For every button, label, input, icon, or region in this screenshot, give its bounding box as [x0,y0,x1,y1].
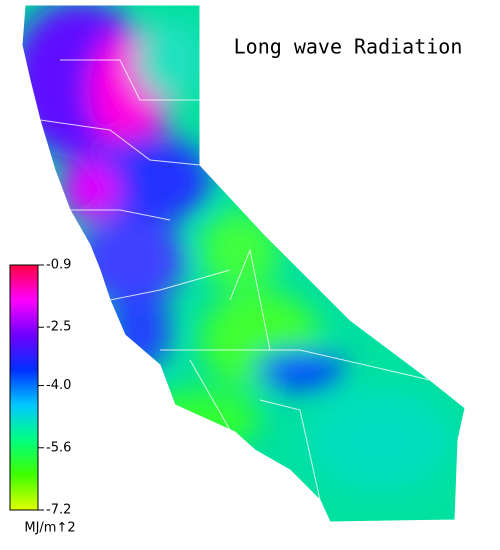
colorbar-tick-label: -5.6 [46,440,71,455]
colorbar-tick-label: -4.0 [46,378,71,393]
colorbar-tick-label: -7.2 [46,503,71,518]
colorbar-tick-label: -0.9 [46,258,71,273]
colorbar-unit: MJ/m↑2 [24,521,75,536]
state-border [21,4,466,523]
map-title: Long wave Radiation [234,35,463,59]
colorbar: -0.9 -2.5 -4.0 -5.6 -7.2 [9,258,71,518]
colorbar-tick-label: -2.5 [46,320,71,335]
colorbar-fill [9,264,39,511]
